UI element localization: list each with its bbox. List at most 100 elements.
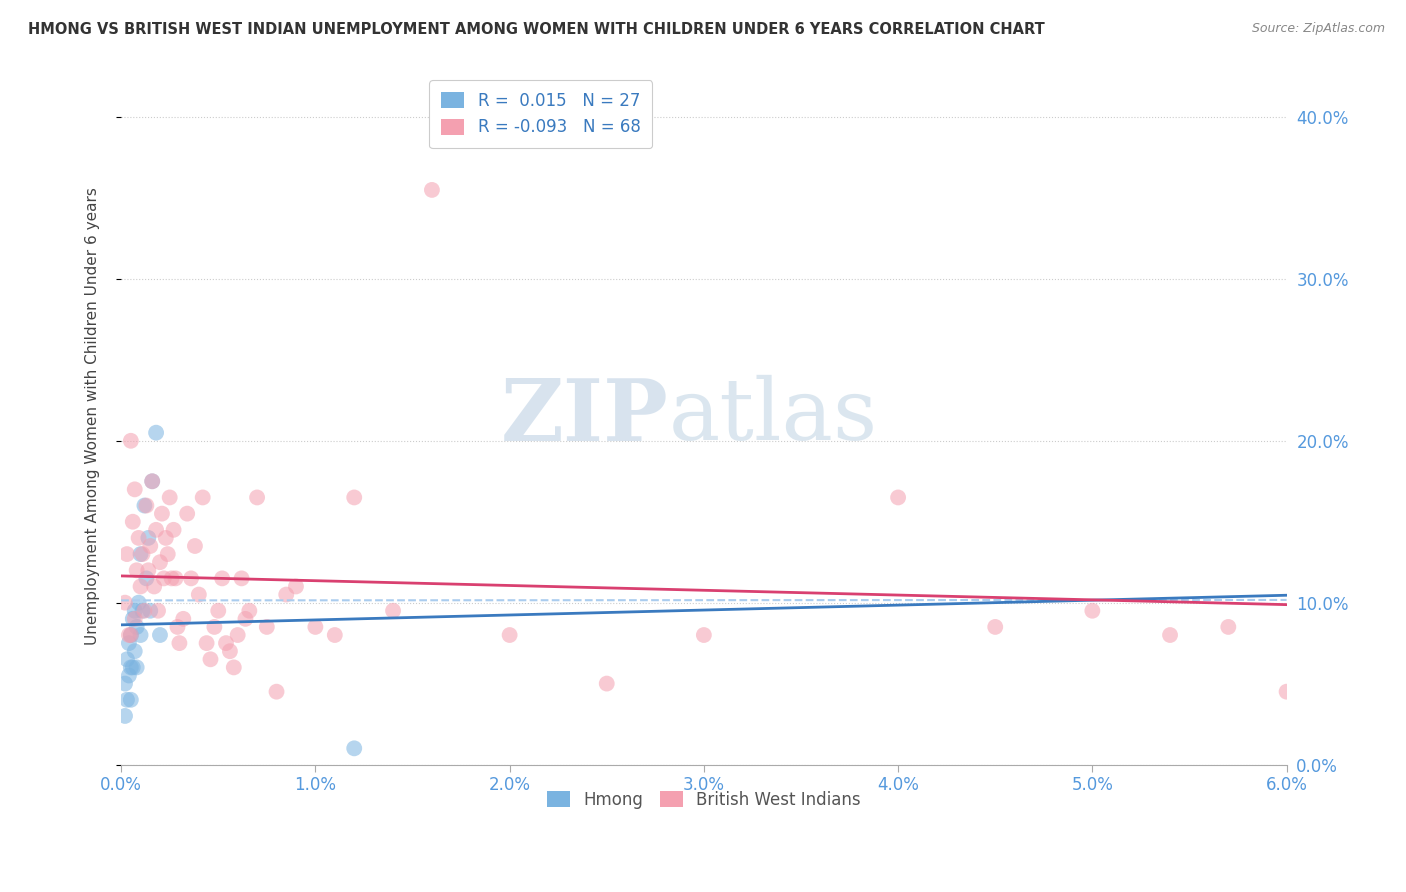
Point [343, 741, 366, 756]
Point [128, 531, 150, 545]
Point [143, 579, 166, 593]
Point [276, 588, 298, 602]
Point [118, 628, 141, 642]
Point [124, 612, 146, 626]
Point [1159, 628, 1181, 642]
Point [120, 692, 142, 706]
Point [115, 652, 138, 666]
Point [215, 636, 238, 650]
Point [115, 547, 138, 561]
Point [135, 499, 157, 513]
Point [235, 612, 257, 626]
Point [202, 620, 225, 634]
Point [207, 604, 229, 618]
Point [200, 652, 222, 666]
Point [195, 636, 218, 650]
Point [121, 660, 143, 674]
Point [118, 636, 141, 650]
Point [343, 491, 366, 505]
Y-axis label: Unemployment Among Women with Children Under 6 years: Unemployment Among Women with Children U… [86, 187, 100, 646]
Point [155, 531, 177, 545]
Text: atlas: atlas [669, 375, 877, 458]
Point [149, 555, 172, 569]
Point [129, 547, 152, 561]
Point [114, 709, 136, 723]
Text: ZIP: ZIP [501, 375, 669, 458]
Point [125, 563, 148, 577]
Point [121, 515, 143, 529]
Point [146, 604, 169, 618]
Point [125, 660, 148, 674]
Point [246, 491, 269, 505]
Text: Source: ZipAtlas.com: Source: ZipAtlas.com [1251, 22, 1385, 36]
Point [156, 547, 179, 561]
Point [129, 579, 152, 593]
Point [266, 684, 288, 698]
Point [1275, 684, 1298, 698]
Point [159, 491, 181, 505]
Point [145, 523, 167, 537]
Point [121, 612, 143, 626]
Point [131, 604, 153, 618]
Point [1081, 604, 1104, 618]
Point [420, 183, 443, 197]
Point [382, 604, 405, 618]
Point [226, 628, 249, 642]
Point [115, 692, 138, 706]
Point [114, 676, 136, 690]
Point [136, 563, 159, 577]
Point [180, 571, 202, 585]
Point [134, 604, 156, 618]
Point [135, 571, 157, 585]
Point [191, 491, 214, 505]
Point [125, 620, 148, 634]
Point [149, 628, 172, 642]
Point [231, 571, 253, 585]
Point [169, 636, 191, 650]
Point [304, 620, 326, 634]
Point [693, 628, 716, 642]
Point [120, 434, 142, 448]
Point [136, 531, 159, 545]
Point [128, 596, 150, 610]
Point [211, 571, 233, 585]
Point [118, 668, 141, 682]
Point [219, 644, 242, 658]
Point [131, 547, 153, 561]
Point [184, 539, 207, 553]
Point [238, 604, 260, 618]
Point [134, 499, 156, 513]
Point [256, 620, 278, 634]
Point [172, 612, 194, 626]
Point [124, 644, 146, 658]
Point [141, 475, 163, 489]
Point [984, 620, 1007, 634]
Point [129, 628, 152, 642]
Text: HMONG VS BRITISH WEST INDIAN UNEMPLOYMENT AMONG WOMEN WITH CHILDREN UNDER 6 YEAR: HMONG VS BRITISH WEST INDIAN UNEMPLOYMEN… [28, 22, 1045, 37]
Point [176, 507, 198, 521]
Point [323, 628, 346, 642]
Point [120, 628, 142, 642]
Point [222, 660, 245, 674]
Point [160, 571, 183, 585]
Point [145, 425, 167, 440]
Point [120, 660, 142, 674]
Point [165, 571, 187, 585]
Point [124, 604, 146, 618]
Point [114, 596, 136, 610]
Point [498, 628, 520, 642]
Point [596, 676, 619, 690]
Point [1218, 620, 1240, 634]
Point [284, 579, 307, 593]
Point [187, 588, 209, 602]
Point [887, 491, 910, 505]
Point [139, 604, 162, 618]
Point [120, 628, 142, 642]
Point [162, 523, 184, 537]
Legend: Hmong, British West Indians: Hmong, British West Indians [540, 784, 868, 815]
Point [150, 507, 173, 521]
Point [141, 475, 163, 489]
Point [124, 483, 146, 497]
Point [153, 571, 176, 585]
Point [166, 620, 188, 634]
